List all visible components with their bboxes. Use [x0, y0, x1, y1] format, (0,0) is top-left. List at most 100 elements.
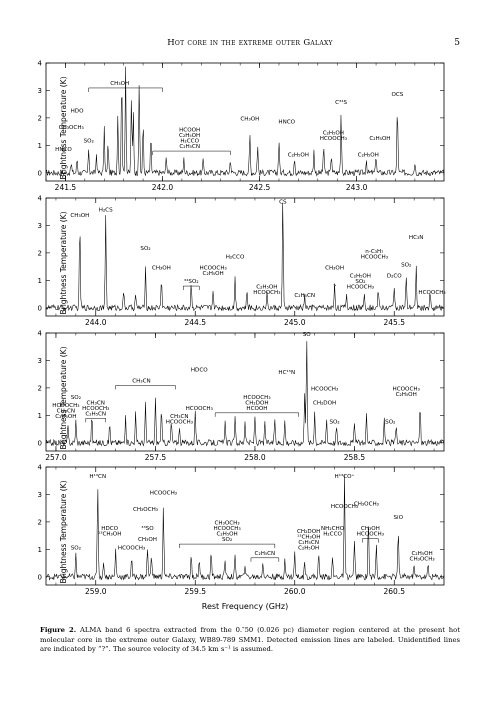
line-label: H₂CS: [99, 208, 113, 214]
line-label: HCOOCH₃: [166, 420, 193, 426]
line-label: CH₃OCH₃: [215, 521, 240, 527]
line-label: H¹³CN: [89, 473, 106, 480]
plot-frame: [45, 62, 445, 182]
y-tick-label: 1: [38, 142, 42, 150]
y-tick-label: 1: [38, 546, 42, 554]
y-tick-label: 0: [38, 169, 42, 177]
line-label: C₂H₅OH: [256, 285, 277, 291]
line-label: SO: [303, 332, 312, 338]
line-label: H¹³CO⁺: [335, 473, 355, 480]
line-label: C₂H₅OH: [358, 152, 379, 158]
x-tick-label: 244.0: [85, 318, 107, 327]
line-label: HCOOCH₃: [393, 387, 420, 393]
line-label: HNCO: [55, 147, 72, 153]
label-bracket: [88, 87, 163, 92]
line-label: CH₃OH: [138, 537, 157, 543]
figure-caption: Figure 2. ALMA band 6 spectra extracted …: [40, 626, 460, 655]
x-tick-label: 244.5: [185, 318, 207, 327]
line-label: HDO: [71, 108, 85, 114]
label-bracket: [152, 150, 231, 156]
line-label: SO₂: [71, 395, 81, 401]
line-label: HCOOH: [179, 128, 200, 134]
line-label: C₂H₅CN: [298, 540, 319, 546]
line-label: CH₃OH: [325, 265, 344, 271]
line-label: HC¹⁵N: [278, 369, 295, 376]
line-label: SO₂: [329, 420, 339, 426]
line-label: HCOOCH₃: [347, 285, 374, 291]
x-tick-label: 245.5: [384, 318, 406, 327]
line-label: CH₂DOH: [297, 529, 320, 535]
y-tick-label: 4: [38, 464, 43, 472]
x-tick-label: 245.0: [284, 318, 306, 327]
x-tick-label: 257.5: [145, 453, 167, 462]
line-label: ³³SO: [141, 525, 154, 532]
line-label: HCOOCH₃: [418, 290, 445, 296]
y-tick-label: 2: [38, 249, 42, 257]
x-tick-label: 257.0: [45, 453, 67, 462]
line-label: SO₂: [355, 279, 365, 285]
line-label: C₂H₅OH: [396, 392, 417, 398]
y-tick-label: 3: [38, 491, 42, 499]
label-bracket: [250, 557, 280, 562]
line-label: OCS: [391, 92, 403, 98]
y-tick-label: 4: [38, 60, 43, 68]
y-tick-label: 0: [38, 573, 42, 581]
line-label: CH₃OH: [110, 81, 129, 87]
line-label: CH₃CN: [87, 400, 105, 406]
line-label: C₂H₅CN: [255, 551, 276, 557]
spectrum-plot: 0 1 2 3 4 241.5 242.0 242.5 243.0 CH₃OH HDO CH₃OCH₃…: [38, 60, 445, 192]
page-number: 5: [454, 38, 460, 48]
spectrum-plot: 0 1 2 3 4 244.0 244.5 245.0 245.5 CH₃OH H₂CS SO₂ CH₃…: [38, 195, 446, 328]
line-label: CH₃OCH₃: [59, 125, 84, 131]
line-label: C₂H₅CN: [179, 144, 200, 150]
line-label: CH₃OH: [152, 265, 171, 271]
x-axis-label: Rest Frequency (GHz): [201, 602, 289, 611]
line-label: HNCO: [278, 119, 295, 125]
y-tick-label: 2: [38, 518, 42, 526]
line-label: HC₃N: [409, 235, 424, 241]
line-label: HDCO: [191, 367, 208, 373]
line-label: H₂CCO: [180, 139, 199, 145]
plot-frame: [45, 466, 445, 586]
label-bracket: [183, 285, 200, 291]
y-tick-label: 3: [38, 87, 42, 95]
y-tick-label: 3: [38, 222, 42, 230]
line-label: HCOOCH₃: [243, 395, 270, 401]
line-label: HCOOCH₃: [213, 526, 240, 532]
page-header: Hot core in the extreme outer Galaxy 5: [40, 38, 460, 52]
plot-frame: [45, 332, 445, 452]
line-label: HCOOCH₃: [253, 290, 280, 296]
line-label: C₂H₅OH: [55, 414, 76, 420]
line-label: HCOOCH₃: [52, 403, 79, 409]
line-label: C₂H₅OH: [216, 532, 237, 538]
line-label: HCOOCH₃: [311, 387, 338, 393]
x-tick-label: 259.5: [185, 587, 207, 596]
plot-frame: [45, 197, 445, 317]
line-label: ¹³CH₃OH: [297, 533, 320, 540]
line-label: C₂H₅OH: [298, 545, 319, 551]
line-label: C₂H₅OH: [350, 274, 371, 280]
spectrum-panel-4: Brightness Temperature (K) 0 1 2 3 4 259.0 259…: [38, 464, 445, 597]
y-tick-label: 4: [38, 195, 43, 203]
x-tick-label: 259.0: [85, 587, 107, 596]
line-label: C₂H₅CN: [294, 293, 315, 299]
x-tick-label: 260.0: [284, 587, 306, 596]
line-label: n-C₃H₇: [365, 249, 383, 255]
label-bracket: [214, 412, 299, 417]
y-tick-label: 0: [38, 304, 42, 312]
line-label: ?: [333, 285, 336, 291]
line-label: HCOOH: [246, 406, 267, 412]
x-tick-label: 258.0: [244, 453, 266, 462]
x-tick-label: 242.0: [152, 183, 174, 192]
y-tick-label: 3: [38, 357, 42, 365]
y-tick-label: 1: [38, 412, 42, 420]
line-label: SO₂: [84, 139, 94, 145]
line-label: HCOOCH₃: [150, 490, 177, 496]
line-label: CS: [279, 199, 287, 205]
caption-text: ALMA band 6 spectra extracted from the 0…: [40, 626, 460, 653]
label-bracket: [362, 538, 379, 543]
line-label: SO₂: [140, 246, 150, 252]
line-label: HCOOCH₃: [82, 406, 109, 412]
line-label: CH₃CN: [170, 414, 188, 420]
line-label: HCOOCH₃: [331, 504, 358, 510]
